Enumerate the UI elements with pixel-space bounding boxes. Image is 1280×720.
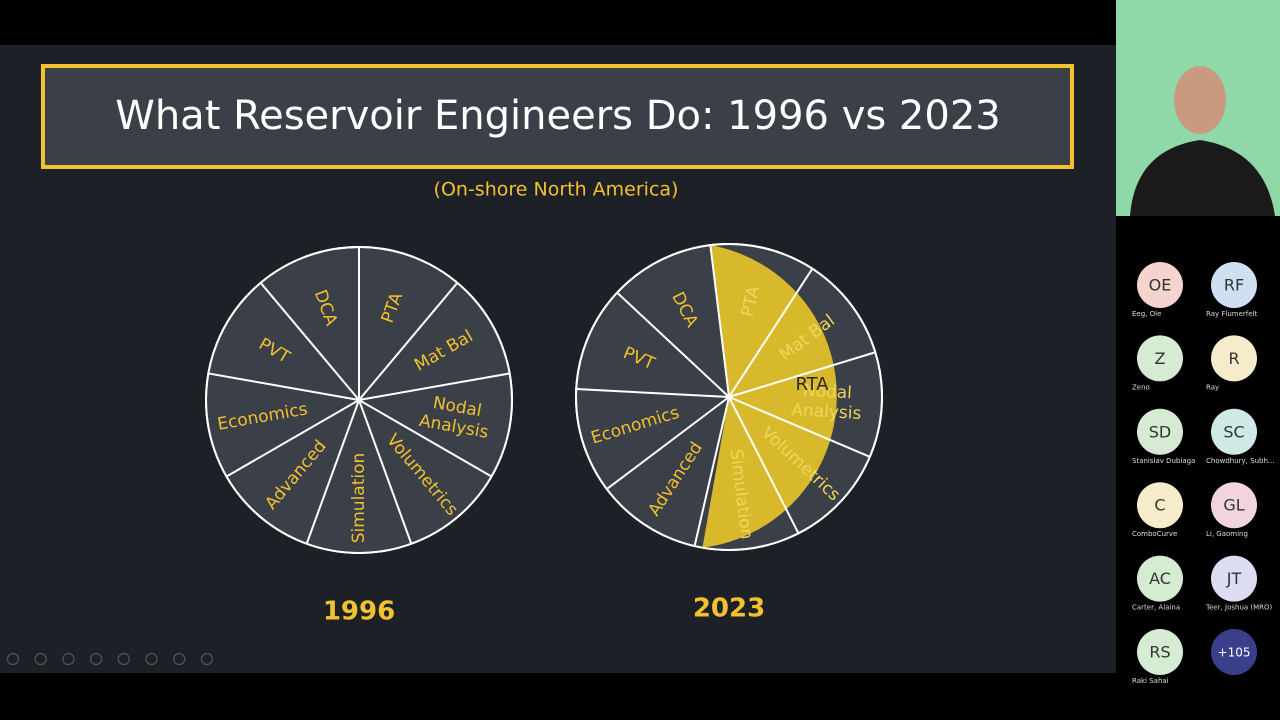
slice-divider xyxy=(576,387,730,398)
slide-subtitle: (On-shore North America) xyxy=(434,179,679,201)
pie-outline xyxy=(205,246,513,554)
participant-name: Teer, Joshua (MRO) xyxy=(1205,604,1273,612)
slice-label-line: Analysis xyxy=(791,400,862,424)
participant-initials: Z xyxy=(1155,349,1166,368)
participant-avatar[interactable] xyxy=(1211,262,1257,308)
participant-initials: RF xyxy=(1224,276,1244,295)
participant-avatar[interactable] xyxy=(1211,482,1257,529)
participant-avatar[interactable] xyxy=(1211,408,1257,455)
toolbar xyxy=(6,652,213,666)
participant-avatar[interactable] xyxy=(1137,482,1183,529)
pie-year: 1996 xyxy=(323,597,395,627)
highlight-label: RTA xyxy=(795,374,829,395)
participant-avatar[interactable] xyxy=(1137,408,1183,455)
speaker-body xyxy=(1130,140,1275,216)
participant-initials: R xyxy=(1228,349,1239,368)
slice-label: NodalAnalysis xyxy=(791,380,863,424)
participant-name: Raki Sahai xyxy=(1132,677,1169,685)
participant-avatar[interactable] xyxy=(1137,629,1183,675)
slice-label: Simulation xyxy=(349,453,369,544)
participant-initials: SD xyxy=(1149,422,1171,441)
highlight-sector xyxy=(702,245,837,548)
participant-initials: OE xyxy=(1149,276,1172,295)
speaker-head xyxy=(1174,66,1226,134)
toolbar-button[interactable] xyxy=(34,652,47,666)
participant-avatar[interactable] xyxy=(1137,555,1183,602)
toolbar-button[interactable] xyxy=(62,652,75,666)
participant-avatar[interactable] xyxy=(1137,262,1183,308)
participant-avatar[interactable] xyxy=(1211,335,1257,382)
slice-divider xyxy=(358,372,510,401)
slice-divider xyxy=(728,351,876,398)
pie-year: 2023 xyxy=(693,594,765,624)
slice-divider xyxy=(225,399,360,478)
toolbar-button[interactable] xyxy=(200,652,213,666)
participant-avatar[interactable] xyxy=(1137,335,1183,382)
slice-divider xyxy=(693,396,730,547)
slice-label-line: Simulation xyxy=(349,453,369,544)
slice-divider xyxy=(208,372,360,401)
slice-divider xyxy=(358,399,493,478)
toolbar-button[interactable] xyxy=(173,652,186,666)
slice-divider xyxy=(616,291,730,398)
participant-name: Carter, Alaina xyxy=(1132,604,1180,612)
participant-name: Ray xyxy=(1206,383,1219,391)
participant-name: Chowdhury, Subh... xyxy=(1206,457,1275,465)
slice-divider xyxy=(709,245,730,398)
participant-initials: C xyxy=(1154,496,1165,515)
toolbar-button[interactable] xyxy=(89,652,103,666)
slice-label-line: Nodal xyxy=(802,381,852,404)
participant-initials: RS xyxy=(1149,643,1170,662)
participant-name: Eeg, Ole xyxy=(1132,310,1161,318)
title-box xyxy=(41,64,1074,169)
slice-divider xyxy=(728,396,800,534)
toolbar-button[interactable] xyxy=(145,652,158,666)
participant-name: Zeno xyxy=(1132,383,1150,391)
slice-divider xyxy=(728,396,871,458)
slice-divider xyxy=(728,268,814,398)
overflow-avatar[interactable] xyxy=(1211,629,1257,675)
participant-avatar[interactable] xyxy=(1211,555,1257,602)
slice-divider xyxy=(358,282,459,401)
toolbar-button[interactable] xyxy=(117,652,130,666)
participant-initials: AC xyxy=(1149,569,1171,588)
overflow-count: +105 xyxy=(1218,646,1251,660)
slide-title: What Reservoir Engineers Do: 1996 vs 202… xyxy=(115,93,1000,139)
participant-initials: JT xyxy=(1226,569,1242,588)
slice-divider xyxy=(606,396,730,490)
slice-divider xyxy=(358,399,413,545)
slice-divider xyxy=(259,282,360,401)
participant-name: Ray Flumerfelt xyxy=(1206,310,1257,318)
pie-outline xyxy=(575,243,883,551)
participant-initials: GL xyxy=(1223,496,1244,515)
participant-initials: SC xyxy=(1223,422,1244,441)
participant-name: Stanislav Dubiaga xyxy=(1132,457,1195,465)
slice-divider xyxy=(305,399,360,545)
participant-name: ComboCurve xyxy=(1132,530,1177,538)
participant-name: Li, Gaoming xyxy=(1206,530,1248,538)
toolbar-button[interactable] xyxy=(6,652,20,666)
